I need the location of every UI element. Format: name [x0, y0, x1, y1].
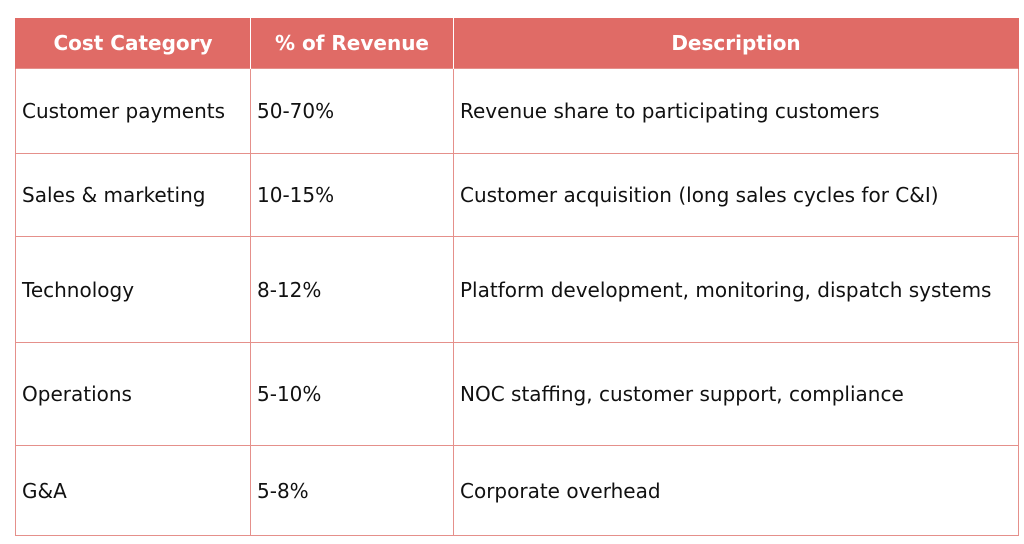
header-cost-category: Cost Category	[15, 18, 251, 69]
table-row: Technology 8-12% Platform development, m…	[15, 236, 1019, 343]
cell-category: Technology	[15, 236, 251, 343]
cell-category: Sales & marketing	[15, 153, 251, 237]
table-row: G&A 5-8% Corporate overhead	[15, 445, 1019, 536]
cost-table: Cost Category % of Revenue Description C…	[15, 18, 1019, 536]
cell-percent: 10-15%	[250, 153, 454, 237]
cell-description: Platform development, monitoring, dispat…	[453, 236, 1019, 343]
cell-description: Corporate overhead	[453, 445, 1019, 536]
table-row: Sales & marketing 10-15% Customer acquis…	[15, 153, 1019, 237]
header-description: Description	[453, 18, 1019, 69]
table-row: Customer payments 50-70% Revenue share t…	[15, 68, 1019, 154]
cell-description: NOC staffing, customer support, complian…	[453, 342, 1019, 446]
cell-percent: 5-8%	[250, 445, 454, 536]
cell-description: Revenue share to participating customers	[453, 68, 1019, 154]
cell-description: Customer acquisition (long sales cycles …	[453, 153, 1019, 237]
table-header-row: Cost Category % of Revenue Description	[15, 18, 1019, 69]
header-percent-of-revenue: % of Revenue	[250, 18, 454, 69]
cell-percent: 50-70%	[250, 68, 454, 154]
cell-category: Customer payments	[15, 68, 251, 154]
cell-category: Operations	[15, 342, 251, 446]
table-row: Operations 5-10% NOC staffing, customer …	[15, 342, 1019, 446]
cell-percent: 8-12%	[250, 236, 454, 343]
cell-percent: 5-10%	[250, 342, 454, 446]
cell-category: G&A	[15, 445, 251, 536]
